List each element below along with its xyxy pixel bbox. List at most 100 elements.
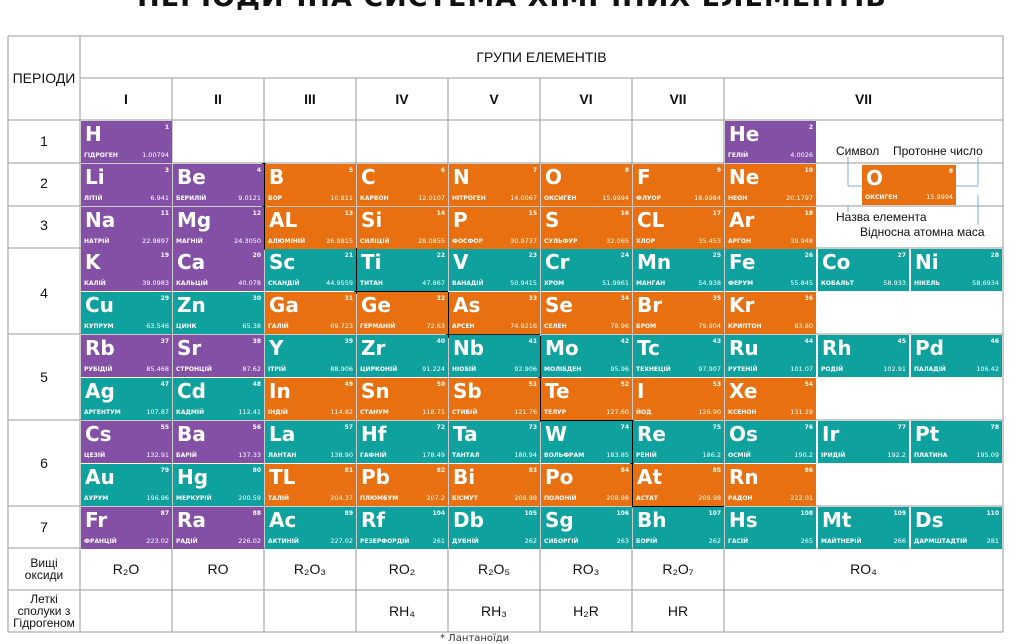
element-symbol: Sg <box>545 508 574 532</box>
period-7: 7 <box>40 519 48 535</box>
element-mass: 26.9815 <box>326 237 353 245</box>
element-symbol: Rh <box>822 336 852 360</box>
element-cell: Kr 36 КРИПТОН 83.80 <box>725 292 816 334</box>
element-cell: C 6 КАРБОН 12.0107 <box>357 164 448 206</box>
element-cell: S 16 СУЛЬФУР 32.065 <box>541 207 632 249</box>
element-mass: 262 <box>708 537 721 545</box>
group-header-3: III <box>304 91 316 107</box>
groups-header: ГРУПИ ЕЛЕМЕНТІВ <box>476 49 607 65</box>
element-cell: Rn 86 РАДОН 222.01 <box>725 464 816 506</box>
element-mass: 79.904 <box>698 322 721 330</box>
element-symbol: Mg <box>177 208 212 232</box>
element-cell: B 5 БОР 10.811 <box>265 164 356 206</box>
element-number: 5 <box>348 167 353 174</box>
element-symbol: Os <box>729 422 758 446</box>
group-header-2: II <box>214 91 222 107</box>
element-mass: 58.933 <box>883 279 906 287</box>
element-mass: 137.33 <box>238 451 261 459</box>
element-mass: 65.38 <box>242 322 261 330</box>
element-mass: 1.00794 <box>142 151 169 159</box>
element-cell: Ni 28 НІКЕЛЬ 58.6934 <box>911 249 1002 291</box>
element-cell: Ag 47 АРГЕНТУМ 107.87 <box>81 378 172 420</box>
element-name: КАЛЬЦІЙ <box>176 280 208 287</box>
oxide-8: RO₄ <box>850 561 877 577</box>
element-cell: Cs 55 ЦЕЗІЙ 132.91 <box>81 421 172 463</box>
element-symbol: Li <box>85 165 105 189</box>
element-name: ГАЛІЙ <box>268 323 289 330</box>
element-cell: Li 3 ЛІТІЙ 6.941 <box>81 164 172 206</box>
element-mass: 9.0121 <box>238 194 261 202</box>
element-mass: 85.468 <box>146 365 169 373</box>
element-mass: 262 <box>524 537 537 545</box>
element-symbol: Sr <box>177 336 202 360</box>
element-mass: 87.62 <box>242 365 261 373</box>
element-mass: 106.42 <box>976 365 999 373</box>
legend-example-number: 8 <box>948 168 953 175</box>
element-number: 45 <box>897 338 906 345</box>
element-name: НАТРІЙ <box>84 238 110 245</box>
element-cell: Ac 89 АКТИНІЙ 227.02 <box>265 507 356 549</box>
element-symbol: Ir <box>822 422 840 446</box>
element-symbol: Cu <box>85 293 114 317</box>
element-mass: 50.9415 <box>510 279 537 287</box>
element-cell: TL 81 ТАЛІЙ 204.37 <box>265 464 356 506</box>
element-cell: Rh 45 РОДІЙ 102.91 <box>818 335 909 377</box>
element-name: РАДОН <box>728 495 753 502</box>
element-number: 7 <box>532 167 537 174</box>
element-name: ВОЛЬФРАМ <box>544 452 585 459</box>
element-number: 82 <box>436 467 445 474</box>
element-name: МАНГАН <box>636 280 666 287</box>
element-symbol: In <box>269 379 291 403</box>
element-mass: 207.2 <box>426 494 445 502</box>
element-mass: 112.41 <box>238 408 261 416</box>
element-cell: Cu 29 КУПРУМ 63.546 <box>81 292 172 334</box>
period-3: 3 <box>40 217 48 233</box>
element-name: НІОБІЙ <box>452 366 477 373</box>
element-cell: Sc 21 СКАНДІЙ 44.9559 <box>265 249 356 291</box>
element-name: КРИПТОН <box>728 323 762 330</box>
oxide-4: RO₂ <box>388 561 416 577</box>
element-number: 27 <box>897 252 906 259</box>
element-name: ХЛОР <box>636 238 656 245</box>
element-mass: 58.6934 <box>972 279 999 287</box>
element-symbol: Ba <box>177 422 206 446</box>
element-mass: 4.0026 <box>790 151 813 159</box>
element-number: 110 <box>986 510 999 517</box>
element-mass: 74.9216 <box>510 322 537 330</box>
element-number: 13 <box>344 210 353 217</box>
element-symbol: Pd <box>915 336 944 360</box>
element-number: 41 <box>528 338 537 345</box>
element-number: 18 <box>804 210 813 217</box>
element-cell: Y 39 ІТРІЙ 88.906 <box>265 335 356 377</box>
element-name: ТАНТАЛ <box>452 452 480 459</box>
element-name: БАРІЙ <box>176 452 197 459</box>
element-mass: 92.906 <box>514 365 537 373</box>
element-cell: Mn 25 МАНГАН 54.938 <box>633 249 724 291</box>
element-symbol: Ge <box>361 293 391 317</box>
element-mass: 97.907 <box>698 365 721 373</box>
element-symbol: Xe <box>729 379 758 403</box>
element-name: РОДІЙ <box>821 366 844 373</box>
element-mass: 14.0067 <box>510 194 537 202</box>
element-symbol: CL <box>637 208 665 232</box>
element-mass: 227.02 <box>330 537 353 545</box>
element-mass: 226.02 <box>238 537 261 545</box>
element-name: АКТИНІЙ <box>268 538 299 545</box>
element-symbol: Co <box>822 250 851 274</box>
element-number: 74 <box>620 424 629 431</box>
element-symbol: Rf <box>361 508 386 532</box>
element-symbol: Sb <box>453 379 482 403</box>
legend-name-label: Назва елемента <box>836 210 927 224</box>
element-cell: Tc 43 ТЕХНЕЦІЙ 97.907 <box>633 335 724 377</box>
element-symbol: N <box>453 165 470 189</box>
element-cell: Be 4 БЕРИЛІЙ 9.0121 <box>173 164 264 206</box>
element-number: 38 <box>252 338 261 345</box>
element-mass: 47.867 <box>422 279 445 287</box>
element-name: КАДМІЙ <box>176 409 205 416</box>
element-number: 77 <box>897 424 906 431</box>
element-name: НЕОН <box>728 195 748 202</box>
element-number: 86 <box>804 467 813 474</box>
element-number: 56 <box>252 424 261 431</box>
element-number: 15 <box>528 210 537 217</box>
element-cell: Fe 26 ФЕРУМ 55.845 <box>725 249 816 291</box>
